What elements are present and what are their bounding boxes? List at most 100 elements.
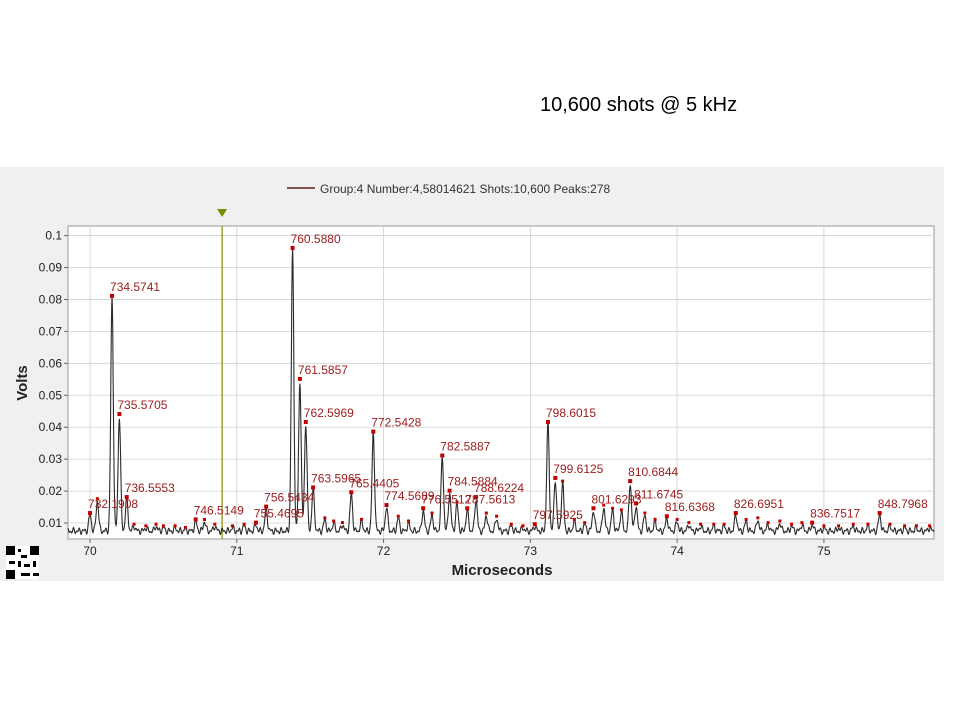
minor-peak-marker <box>675 517 679 521</box>
minor-peak-marker <box>132 522 136 526</box>
peak-marker <box>421 506 426 511</box>
peak-label: 784.5884 <box>448 475 498 489</box>
peak-label: 765.4405 <box>349 476 399 490</box>
peak-marker <box>349 490 354 495</box>
y-axis-label: Volts <box>14 365 31 401</box>
minor-peak-marker <box>583 521 587 525</box>
minor-peak-marker <box>396 514 400 518</box>
peak-label: 735.5705 <box>117 398 167 412</box>
y-tick-label: 0.1 <box>45 229 62 243</box>
x-tick-label: 73 <box>524 544 538 558</box>
peak-marker <box>371 429 376 434</box>
y-tick-label: 0.09 <box>39 261 63 275</box>
x-tick-label: 72 <box>377 544 391 558</box>
minor-peak-marker <box>790 522 794 526</box>
peak-marker <box>384 503 389 508</box>
minor-peak-marker <box>928 524 932 528</box>
minor-peak-marker <box>161 524 165 528</box>
minor-peak-marker <box>183 525 187 529</box>
minor-peak-marker <box>213 522 217 526</box>
minor-peak-marker <box>851 522 855 526</box>
y-tick-label: 0.04 <box>39 420 63 434</box>
minor-peak-marker <box>619 508 623 512</box>
x-tick-label: 74 <box>670 544 684 558</box>
minor-peak-marker <box>561 479 565 483</box>
peak-marker <box>877 511 882 516</box>
legend-label: Group:4 Number:4,58014621 Shots:10,600 P… <box>320 182 611 196</box>
minor-peak-marker <box>653 517 657 521</box>
minor-peak-marker <box>323 516 327 520</box>
minor-peak-marker <box>687 521 691 525</box>
peak-label: 776.5512 <box>421 492 471 506</box>
peak-marker <box>88 511 93 516</box>
peak-label: 788.6224 <box>474 481 524 495</box>
minor-peak-marker <box>144 524 148 528</box>
minor-peak-marker <box>230 524 234 528</box>
qr-code-icon <box>6 546 39 579</box>
peak-marker <box>124 495 129 500</box>
peak-label: 816.6368 <box>665 500 715 514</box>
minor-peak-marker <box>866 522 870 526</box>
slide-title: 10,600 shots @ 5 kHz <box>540 94 738 116</box>
peak-label: 760.5880 <box>291 232 341 246</box>
minor-peak-marker <box>430 511 434 515</box>
peak-label: 763.5965 <box>311 471 361 485</box>
minor-peak-marker <box>903 524 907 528</box>
x-tick-label: 75 <box>817 544 831 558</box>
peak-marker <box>253 520 258 525</box>
legend: Group:4 Number:4,58014621 Shots:10,600 P… <box>287 182 611 196</box>
peak-marker <box>465 506 470 511</box>
spectrum-trace <box>67 247 935 536</box>
minor-peak-marker <box>914 524 918 528</box>
peak-label: 756.5434 <box>264 491 314 505</box>
peak-marker <box>440 453 445 458</box>
minor-peak-marker <box>242 522 246 526</box>
minor-peak-marker <box>495 514 499 518</box>
minor-peak-marker <box>360 517 364 521</box>
minor-peak-marker <box>203 517 207 521</box>
peak-label: 732.1908 <box>88 497 138 511</box>
peak-marker <box>634 501 639 506</box>
minor-peak-marker <box>154 522 158 526</box>
peak-marker <box>810 520 815 525</box>
peak-marker <box>532 522 537 527</box>
peak-label: 774.5689 <box>385 489 435 503</box>
peak-marker <box>117 412 122 417</box>
x-tick-label: 71 <box>230 544 244 558</box>
peak-marker <box>303 420 308 425</box>
peak-label: 826.6951 <box>734 497 784 511</box>
peak-marker <box>447 488 452 493</box>
y-tick-label: 0.08 <box>39 292 63 306</box>
peak-label: 734.5741 <box>110 280 160 294</box>
peak-marker <box>290 245 295 250</box>
peak-label: 787.5613 <box>465 492 515 506</box>
peak-label: 762.5969 <box>304 406 354 420</box>
peak-marker <box>193 517 198 522</box>
peak-marker <box>553 475 558 480</box>
peak-marker <box>311 485 316 490</box>
minor-peak-marker <box>572 517 576 521</box>
peak-label: 848.7968 <box>878 497 928 511</box>
minor-peak-marker <box>766 521 770 525</box>
peak-label: 755.4695 <box>254 507 304 521</box>
minor-peak-marker <box>837 524 841 528</box>
x-axis: 70 71 72 73 74 75 <box>83 539 831 558</box>
cursor[interactable] <box>217 209 228 539</box>
peak-markers: 732.1908 734.5741 735.5705 736.5553 746.5149… <box>88 232 932 529</box>
grid <box>68 226 934 539</box>
minor-peak-marker <box>712 522 716 526</box>
minor-peak-marker <box>602 503 606 507</box>
triangle-down-icon <box>217 209 228 217</box>
minor-peak-marker <box>778 519 782 523</box>
plot-area <box>67 225 935 540</box>
y-tick-label: 0.02 <box>39 484 63 498</box>
minor-peak-marker <box>888 522 892 526</box>
y-tick-label: 0.01 <box>39 516 63 530</box>
peak-marker <box>297 376 302 381</box>
peak-label: 736.5553 <box>125 481 175 495</box>
peak-label: 797.5925 <box>533 508 583 522</box>
y-tick-label: 0.03 <box>39 452 63 466</box>
peak-marker <box>545 420 550 425</box>
minor-peak-marker <box>699 522 703 526</box>
